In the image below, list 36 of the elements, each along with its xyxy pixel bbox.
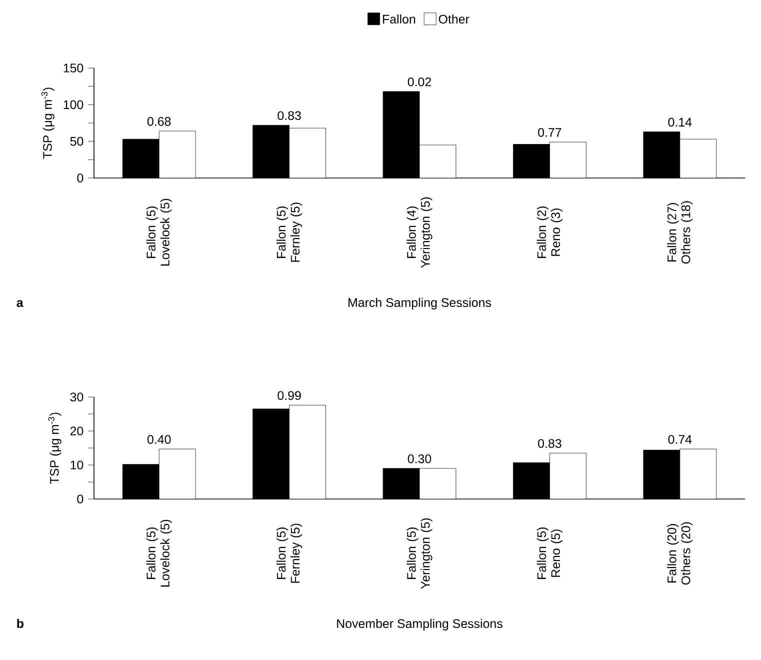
y-tick-label: 0 [77,494,84,504]
annotation: 0.68 [147,117,171,126]
x-tick-label: Fallon (4) Yerington (5) [406,197,432,268]
y-tick-label: 20 [70,426,84,436]
y-tick-label: 0 [77,174,84,182]
x-tick-label: Fallon (5) Lovelock (5) [146,198,172,266]
y-axis-title: TSP (μg m$^{-3}$) [48,412,62,484]
x-tick-label: Fallon (5) Lovelock (5) [146,520,172,587]
annotation: 0.14 [668,118,692,127]
annotation: 0.30 [408,454,432,464]
x-tick-label: Fallon (20) Others (20) [667,522,693,585]
x-tick-label: Fallon (5) Fernley (5) [276,524,302,583]
annotation: 0.74 [668,435,692,444]
annotation: 0.83 [278,111,301,120]
annotation: 0.99 [278,391,301,400]
x-tick-label: Fallon (5) Fernley (5) [276,202,302,262]
x-tick-label: Fallon (5) Yerington (5) [406,518,432,589]
annotation: 0.77 [538,128,562,137]
annotation: 0.83 [538,439,562,448]
y-tick-label: 50 [70,136,84,146]
x-tick-label: Fallon (5) Reno (5) [536,527,562,579]
x-tick-label: Fallon (2) Reno (3) [536,206,562,258]
y-tick-label: 100 [64,100,84,110]
y-axis-title: TSP (μg m$^{-3}$) [41,88,54,159]
annotation: 0.02 [408,77,431,86]
x-axis-title: November Sampling Sessions [337,618,502,630]
y-tick-label: 30 [70,392,84,402]
y-tick-label: 150 [64,64,84,72]
legend-label: Fallon [382,14,416,24]
text: a [16,300,24,307]
annotation: 0.40 [147,435,171,444]
x-axis-title: March Sampling Sessions [348,298,492,310]
y-tick-label: 10 [70,460,84,470]
legend-label: Other [438,14,470,24]
text: b [17,618,24,628]
x-tick-label: Fallon (27) Others (18) [667,201,693,264]
